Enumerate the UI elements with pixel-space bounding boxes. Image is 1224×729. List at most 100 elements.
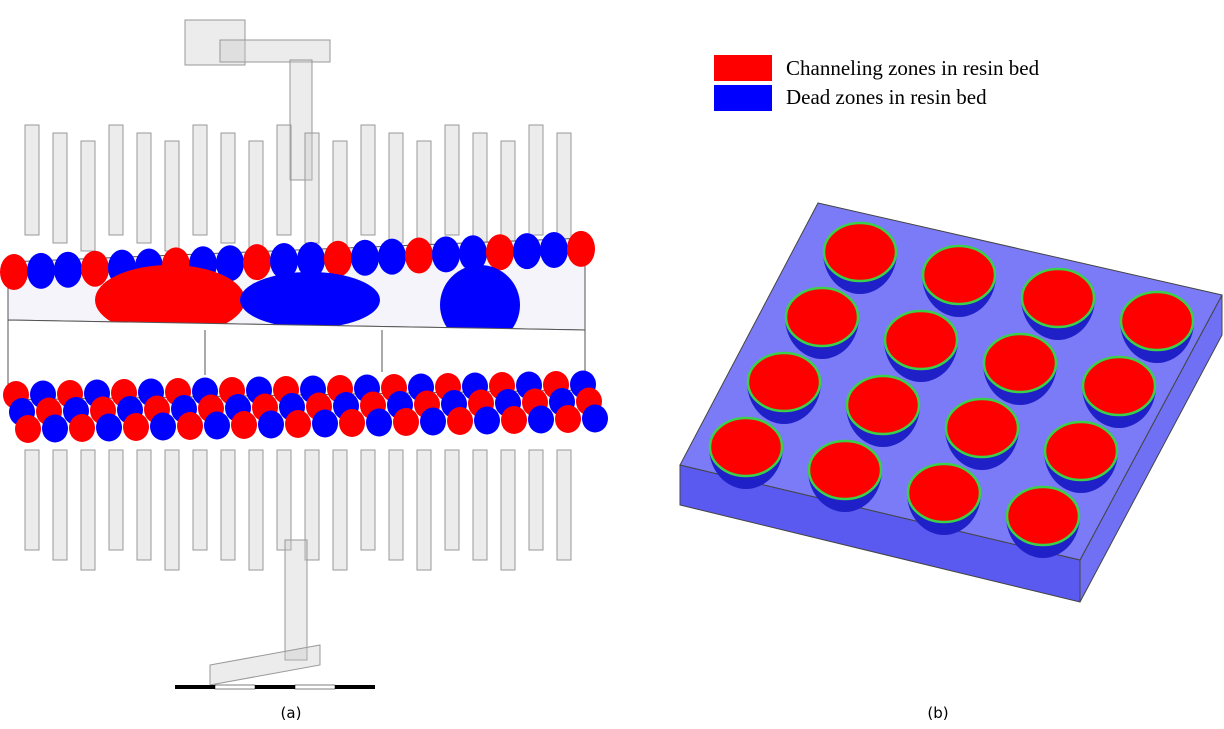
- zone: [231, 411, 257, 439]
- zone: [351, 240, 379, 276]
- zone: [312, 410, 338, 438]
- pipe: [445, 450, 459, 550]
- resin-bed-model: [680, 203, 1222, 602]
- reactor-model: [0, 20, 608, 689]
- pipe: [81, 450, 95, 570]
- panel-label: (b): [927, 704, 948, 722]
- pipe: [277, 450, 291, 550]
- bowl-rim: [710, 418, 782, 476]
- zone: [378, 239, 406, 275]
- zone: [258, 411, 284, 439]
- zone: [420, 408, 446, 436]
- pipe: [221, 133, 235, 243]
- bowl-rim: [847, 376, 919, 434]
- pipe: [445, 125, 459, 235]
- bowl-rim: [748, 353, 820, 411]
- legend-swatch: [714, 55, 772, 81]
- pipe: [389, 133, 403, 243]
- pipe: [249, 450, 263, 570]
- pipe: [277, 125, 291, 235]
- pipe: [165, 450, 179, 570]
- pipe: [137, 133, 151, 243]
- panel-label: (a): [281, 704, 302, 722]
- zone: [177, 412, 203, 440]
- zone: [81, 251, 109, 287]
- zone: [474, 407, 500, 435]
- zone: [204, 412, 230, 440]
- zone: [123, 413, 149, 441]
- pipe: [417, 141, 431, 251]
- zone: [15, 415, 41, 443]
- zone: [447, 407, 473, 435]
- pipe: [109, 450, 123, 550]
- bowl-rim: [984, 334, 1056, 392]
- pipe: [25, 125, 39, 235]
- pipe: [501, 450, 515, 570]
- zone: [0, 254, 28, 290]
- zone: [69, 414, 95, 442]
- bowl-rim: [908, 464, 980, 522]
- bowl-rim: [923, 246, 995, 304]
- zone: [567, 231, 595, 267]
- zone: [513, 233, 541, 269]
- pipe: [529, 125, 543, 235]
- pipe: [361, 125, 375, 235]
- zone: [501, 406, 527, 434]
- legend-label: Dead zones in resin bed: [786, 85, 987, 109]
- bowl-rim: [946, 399, 1018, 457]
- pipe: [333, 141, 347, 251]
- pipe: [137, 450, 151, 560]
- bowl-rim: [809, 441, 881, 499]
- bowl-rim: [786, 288, 858, 346]
- bowl-rim: [1045, 422, 1117, 480]
- zone: [240, 272, 380, 328]
- pipe: [473, 133, 487, 243]
- pipe: [501, 141, 515, 251]
- bowl-rim: [1007, 487, 1079, 545]
- figure: (a) Channeling zones in resin bed Dead z…: [0, 0, 1224, 729]
- bowl-rim: [1022, 269, 1094, 327]
- legend-swatch: [714, 85, 772, 111]
- bowl-rim: [824, 223, 896, 281]
- zone: [405, 238, 433, 274]
- legend-label: Channeling zones in resin bed: [786, 56, 1040, 80]
- pipe: [389, 450, 403, 560]
- zone: [324, 241, 352, 277]
- pipe: [557, 450, 571, 560]
- zone: [366, 409, 392, 437]
- pipe: [305, 133, 319, 243]
- zone: [582, 405, 608, 433]
- pipe: [529, 450, 543, 550]
- pipe: [193, 450, 207, 550]
- zone: [96, 414, 122, 442]
- pipe: [361, 450, 375, 550]
- pipe: [193, 125, 207, 235]
- pipe: [53, 450, 67, 560]
- pipe: [249, 141, 263, 251]
- bowl-rim: [1083, 357, 1155, 415]
- pipe: [417, 450, 431, 570]
- pipe: [25, 450, 39, 550]
- pipe: [165, 141, 179, 251]
- pipe: [557, 133, 571, 243]
- pipe: [333, 450, 347, 570]
- pipe: [53, 133, 67, 243]
- zone: [555, 405, 581, 433]
- bowl-rim: [1121, 292, 1193, 350]
- zone: [486, 234, 514, 270]
- zone: [42, 415, 68, 443]
- zone: [27, 253, 55, 289]
- pipe: [221, 450, 235, 560]
- zone: [432, 236, 460, 272]
- zone: [150, 413, 176, 441]
- zone: [393, 408, 419, 436]
- zone: [285, 410, 311, 438]
- zone: [540, 232, 568, 268]
- pipe: [109, 125, 123, 235]
- bowl-rim: [885, 311, 957, 369]
- pipe: [81, 141, 95, 251]
- zone: [339, 409, 365, 437]
- zone: [54, 252, 82, 288]
- zone: [243, 244, 271, 280]
- pipe: [473, 450, 487, 560]
